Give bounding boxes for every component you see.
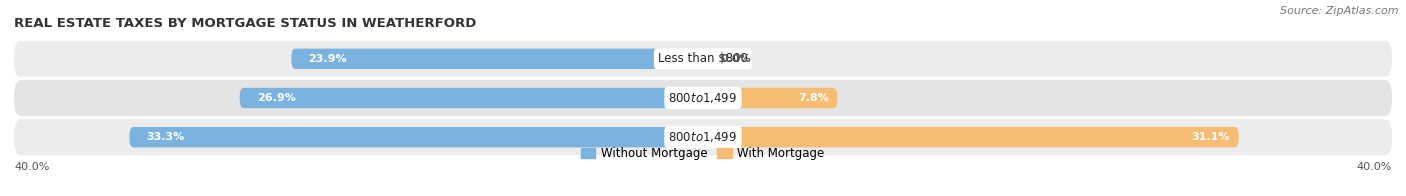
Text: 0.0%: 0.0% (720, 54, 751, 64)
FancyBboxPatch shape (239, 88, 703, 108)
Text: 7.8%: 7.8% (797, 93, 828, 103)
FancyBboxPatch shape (703, 127, 1239, 147)
Text: Source: ZipAtlas.com: Source: ZipAtlas.com (1281, 6, 1399, 16)
Text: $800 to $1,499: $800 to $1,499 (668, 91, 738, 105)
FancyBboxPatch shape (703, 88, 838, 108)
Text: 31.1%: 31.1% (1191, 132, 1230, 142)
Text: 33.3%: 33.3% (146, 132, 186, 142)
Text: REAL ESTATE TAXES BY MORTGAGE STATUS IN WEATHERFORD: REAL ESTATE TAXES BY MORTGAGE STATUS IN … (14, 17, 477, 30)
Text: 40.0%: 40.0% (1357, 162, 1392, 172)
Text: 26.9%: 26.9% (257, 93, 295, 103)
Text: 23.9%: 23.9% (308, 54, 347, 64)
FancyBboxPatch shape (291, 49, 703, 69)
FancyBboxPatch shape (129, 127, 703, 147)
Text: $800 to $1,499: $800 to $1,499 (668, 130, 738, 144)
Text: Less than $800: Less than $800 (658, 52, 748, 65)
FancyBboxPatch shape (14, 41, 1392, 77)
Legend: Without Mortgage, With Mortgage: Without Mortgage, With Mortgage (576, 142, 830, 165)
FancyBboxPatch shape (14, 80, 1392, 116)
Text: 40.0%: 40.0% (14, 162, 49, 172)
FancyBboxPatch shape (14, 119, 1392, 155)
